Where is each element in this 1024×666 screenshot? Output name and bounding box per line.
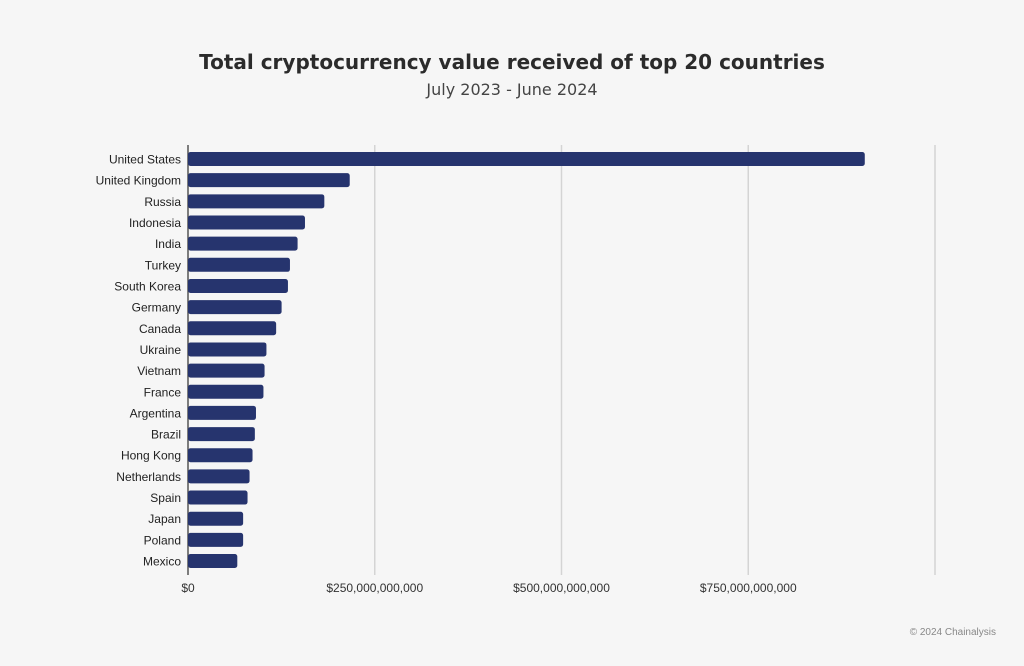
copyright-credit: © 2024 Chainalysis <box>909 627 996 638</box>
bar <box>188 490 248 505</box>
bar <box>188 236 298 251</box>
x-tick-label: $0 <box>181 581 195 595</box>
bar <box>188 363 265 378</box>
category-label: Turkey <box>145 258 181 272</box>
bar <box>188 300 282 315</box>
category-label: Poland <box>144 533 181 547</box>
category-label: United States <box>109 153 181 167</box>
bar <box>188 511 244 526</box>
bar <box>188 342 267 357</box>
category-label: Netherlands <box>116 470 181 484</box>
category-label: Vietnam <box>137 364 181 378</box>
category-label: Germany <box>132 301 181 315</box>
category-label: Mexico <box>143 555 181 569</box>
x-tick-label: $750,000,000,000 <box>700 581 797 595</box>
category-label: Brazil <box>151 428 181 442</box>
bar <box>188 427 255 442</box>
bar <box>188 554 238 569</box>
bar <box>188 321 277 336</box>
bar <box>188 532 244 547</box>
bar <box>188 405 256 420</box>
x-tick-label: $250,000,000,000 <box>326 581 423 595</box>
category-label: Argentina <box>130 406 182 420</box>
bar <box>188 384 264 399</box>
category-label: Canada <box>139 322 181 336</box>
category-label: United Kingdom <box>96 174 181 188</box>
chart-subtitle: July 2023 - June 2024 <box>426 80 598 99</box>
bar <box>188 448 253 463</box>
bar <box>188 194 325 209</box>
bar <box>188 469 250 484</box>
bar <box>188 257 290 272</box>
category-label: France <box>144 385 182 399</box>
category-label: Spain <box>150 491 181 505</box>
category-label: Hong Kong <box>121 449 181 463</box>
bar <box>188 215 305 230</box>
x-tick-label: $500,000,000,000 <box>513 581 610 595</box>
bar <box>188 173 350 188</box>
bar <box>188 152 865 166</box>
category-label: India <box>155 237 181 251</box>
chart-title: Total cryptocurrency value received of t… <box>199 50 825 74</box>
category-label: Japan <box>148 512 181 526</box>
category-label: Ukraine <box>140 343 182 357</box>
category-label: Indonesia <box>129 216 181 230</box>
bar <box>188 278 288 293</box>
category-label: Russia <box>144 195 181 209</box>
category-label: South Korea <box>114 279 181 293</box>
